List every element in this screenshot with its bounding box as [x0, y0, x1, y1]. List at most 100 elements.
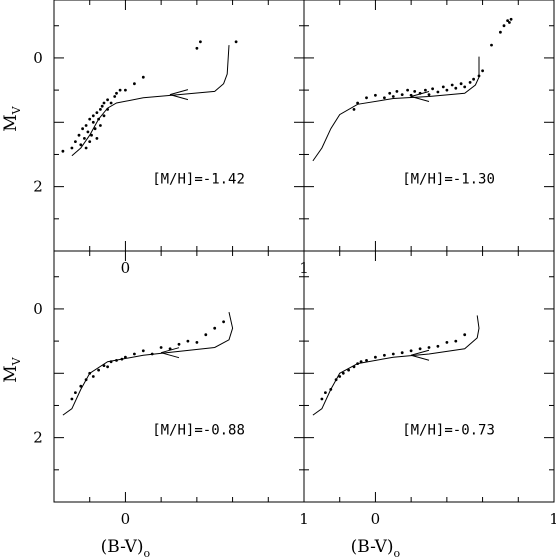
panel-frame: [303, 0, 555, 252]
data-point: [150, 352, 154, 356]
data-point: [445, 88, 449, 92]
data-point: [409, 349, 413, 353]
data-point: [106, 365, 109, 369]
data-point: [141, 75, 145, 79]
data-point: [95, 137, 99, 140]
data-point: [427, 93, 431, 96]
data-point: [177, 342, 181, 346]
data-point: [74, 140, 77, 144]
data-point: [102, 364, 106, 367]
data-point: [459, 82, 463, 86]
data-point: [374, 355, 377, 359]
data-point: [195, 46, 199, 50]
data-point: [463, 333, 467, 337]
data-point: [102, 101, 106, 105]
data-point: [431, 87, 434, 91]
data-point: [383, 96, 386, 100]
data-point: [356, 362, 359, 365]
data-point: [468, 81, 472, 84]
data-point: [329, 388, 333, 391]
data-point: [83, 137, 86, 140]
data-point: [97, 117, 100, 121]
data-point: [106, 108, 109, 111]
data-point: [374, 93, 377, 97]
data-point: [70, 397, 74, 401]
x-tick-label: 0: [121, 510, 131, 528]
data-point: [84, 146, 88, 150]
data-point: [338, 375, 342, 378]
x-tick-label: 1: [549, 510, 556, 528]
data-point: [99, 124, 102, 127]
data-point: [324, 391, 327, 394]
data-point: [481, 69, 484, 73]
metallicity-annotation: [M/H]=-1.30: [402, 171, 495, 187]
data-point: [100, 104, 104, 108]
data-point: [141, 349, 145, 353]
data-point: [436, 344, 440, 348]
data-point: [454, 339, 458, 343]
data-point: [418, 347, 422, 351]
data-point: [88, 371, 92, 375]
data-point: [356, 101, 359, 105]
data-point: [441, 85, 445, 89]
y-tick-label: 2: [33, 178, 43, 196]
data-point: [91, 120, 95, 124]
data-point: [477, 74, 481, 78]
data-point: [234, 40, 238, 44]
data-point: [347, 368, 350, 372]
data-point: [436, 90, 440, 94]
data-point: [334, 378, 338, 382]
data-point: [109, 360, 113, 364]
data-point: [91, 114, 95, 118]
data-point: [418, 91, 422, 95]
data-point: [115, 359, 118, 362]
evolution-track: [71, 45, 230, 157]
data-point: [102, 114, 106, 118]
data-point: [222, 320, 226, 324]
data-point: [79, 143, 83, 147]
data-point: [77, 133, 81, 137]
data-point: [74, 391, 77, 394]
y-tick-label: 0: [33, 49, 43, 67]
y-axis-label-subscript: V: [10, 105, 23, 115]
data-point: [84, 124, 88, 127]
y-tick-label: 0: [33, 300, 43, 318]
panel-2: [M/H]=-1.30: [303, 0, 555, 252]
data-point: [454, 86, 458, 90]
y-axis-label: MV: [1, 105, 23, 131]
metallicity-annotation: [M/H]=-0.73: [402, 422, 495, 438]
data-point: [70, 146, 74, 150]
data-point: [463, 85, 467, 89]
data-point: [424, 88, 427, 92]
x-axis-label-subscript: o: [144, 547, 151, 560]
data-point: [113, 95, 117, 98]
data-point: [509, 17, 513, 21]
data-point: [341, 371, 345, 375]
data-point: [391, 352, 395, 356]
data-point: [400, 351, 404, 355]
x-tick-label: 0: [121, 259, 131, 277]
data-point: [88, 117, 92, 121]
data-point: [81, 127, 84, 131]
evolution-track: [62, 311, 234, 416]
data-point: [413, 90, 417, 93]
data-point: [61, 149, 65, 153]
data-point: [79, 384, 83, 388]
data-point: [427, 346, 431, 349]
data-point: [133, 82, 136, 86]
data-point: [395, 90, 399, 93]
data-point: [186, 339, 190, 343]
data-point: [388, 91, 392, 95]
panel-3: 0 1 0 2 MV (B-V)o [M/H]=-0.88: [1, 250, 309, 560]
y-axis-label-subscript: V: [10, 356, 23, 366]
x-axis-label: (B-V)o: [101, 537, 151, 560]
data-point: [99, 108, 102, 111]
data-point: [213, 326, 217, 330]
x-tick-label: 1: [299, 510, 309, 528]
data-point: [352, 365, 356, 369]
data-point: [106, 98, 109, 102]
panel-frame: [303, 250, 555, 503]
data-point: [400, 93, 404, 96]
